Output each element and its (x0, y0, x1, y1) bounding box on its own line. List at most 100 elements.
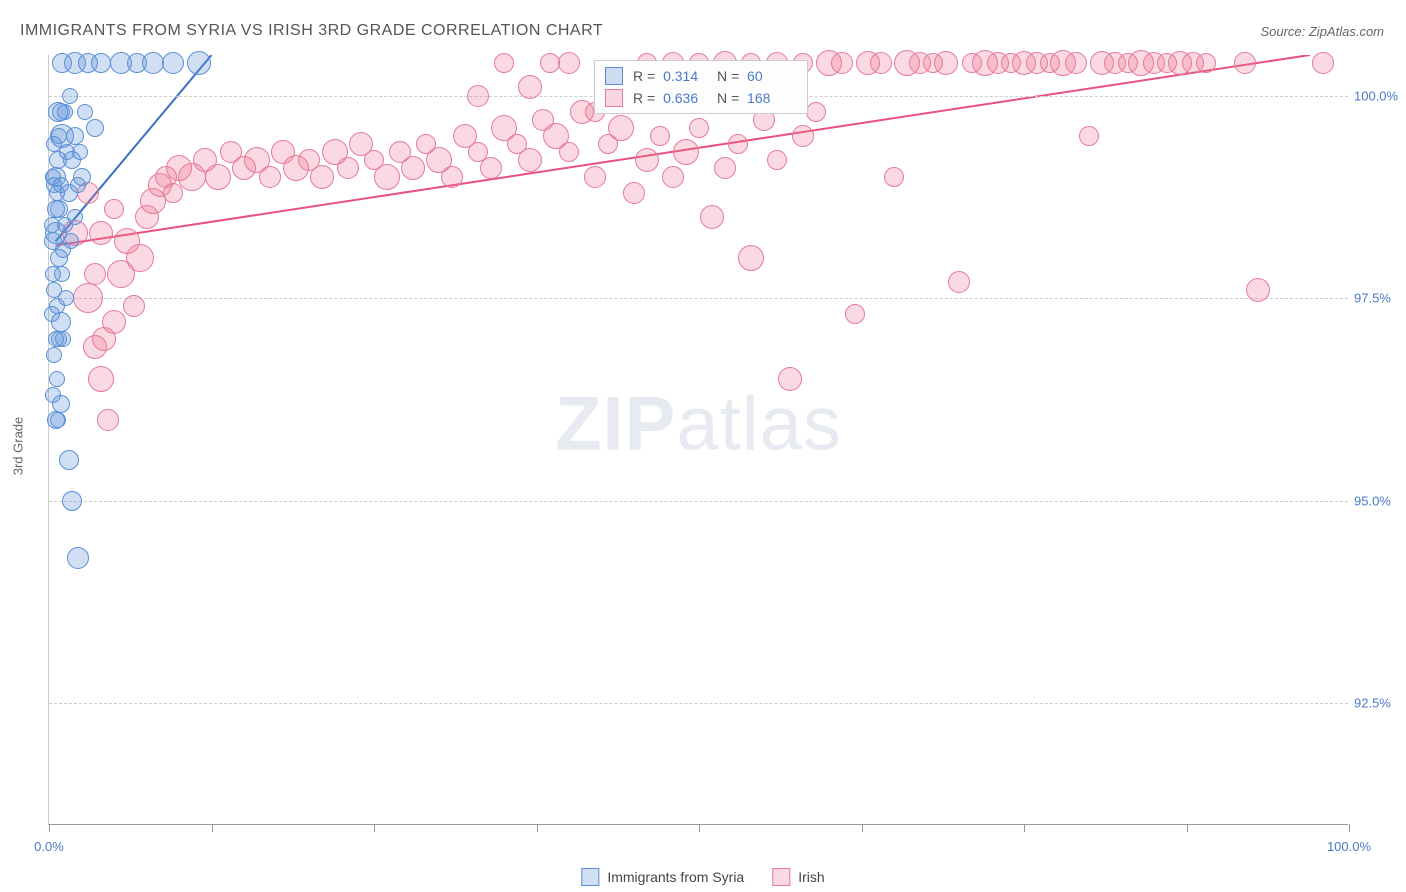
bubble-syria (77, 104, 93, 120)
bubble-irish (662, 166, 684, 188)
bubble-syria (46, 347, 62, 363)
bubble-irish (1312, 52, 1334, 74)
chart-source: Source: ZipAtlas.com (1260, 24, 1384, 39)
stats-n-label: N = (713, 68, 743, 84)
bubble-syria (44, 217, 60, 233)
bubble-irish (831, 52, 853, 74)
bubble-irish (792, 125, 814, 147)
bubble-irish (1079, 126, 1099, 146)
y-tick-label: 95.0% (1354, 493, 1402, 508)
stats-r-label: R = (633, 68, 659, 84)
x-tick (49, 824, 50, 832)
bubble-irish (1234, 52, 1256, 74)
watermark-atlas: atlas (676, 382, 842, 467)
watermark: ZIPatlas (555, 381, 842, 468)
bubble-irish (123, 295, 145, 317)
bubble-irish (518, 75, 542, 99)
bubble-syria (47, 200, 65, 218)
bubble-irish (337, 157, 359, 179)
bubble-irish (689, 118, 709, 138)
bubble-irish (767, 150, 787, 170)
bubble-irish (584, 166, 606, 188)
bubble-syria (162, 52, 184, 74)
bubble-syria (67, 547, 89, 569)
bubble-syria (59, 450, 79, 470)
bubble-syria (50, 412, 66, 428)
bubble-irish (870, 52, 892, 74)
stats-r-label-2: R = (633, 90, 659, 106)
x-tick-label: 0.0% (34, 839, 64, 854)
bubble-irish (73, 283, 103, 313)
bubble-irish (778, 367, 802, 391)
stats-r-syria: 0.314 (663, 68, 713, 84)
bubble-irish (948, 271, 970, 293)
bubble-irish (104, 199, 124, 219)
bubble-irish (441, 166, 463, 188)
bubble-irish (1065, 52, 1087, 74)
bubble-irish (163, 183, 183, 203)
watermark-zip: ZIP (555, 382, 676, 467)
bubble-syria (48, 331, 64, 347)
bubble-irish (845, 304, 865, 324)
x-tick (699, 824, 700, 832)
bubble-irish (738, 245, 764, 271)
legend-label-syria: Immigrants from Syria (607, 869, 744, 885)
bubble-syria (57, 104, 73, 120)
stats-swatch-irish (605, 89, 623, 107)
bubble-syria (54, 266, 70, 282)
legend-item-irish: Irish (772, 868, 824, 886)
bubble-irish (728, 134, 748, 154)
stats-n-irish: 168 (747, 90, 797, 106)
bubble-irish (608, 115, 634, 141)
x-tick (212, 824, 213, 832)
bubble-irish (259, 166, 281, 188)
bubble-syria (62, 88, 78, 104)
x-tick (537, 824, 538, 832)
gridline-h (49, 298, 1348, 299)
y-tick-label: 92.5% (1354, 696, 1402, 711)
bubble-irish (494, 53, 514, 73)
bottom-legend: Immigrants from Syria Irish (581, 868, 824, 886)
plot-area: ZIPatlas 100.0%97.5%95.0%92.5%0.0%100.0% (48, 55, 1348, 825)
bubble-irish (558, 52, 580, 74)
x-tick (374, 824, 375, 832)
bubble-irish (623, 182, 645, 204)
bubble-syria (45, 387, 61, 403)
bubble-irish (89, 221, 113, 245)
x-tick (1024, 824, 1025, 832)
x-tick (862, 824, 863, 832)
bubble-syria (58, 290, 74, 306)
bubble-irish (92, 327, 116, 351)
x-tick-label: 100.0% (1327, 839, 1371, 854)
bubble-irish (673, 139, 699, 165)
chart-container: IMMIGRANTS FROM SYRIA VS IRISH 3RD GRADE… (0, 0, 1406, 892)
legend-swatch-irish (772, 868, 790, 886)
bubble-irish (374, 164, 400, 190)
chart-title: IMMIGRANTS FROM SYRIA VS IRISH 3RD GRADE… (20, 22, 603, 40)
bubble-irish (401, 156, 425, 180)
bubble-syria (55, 242, 71, 258)
bubble-irish (88, 366, 114, 392)
bubble-syria (62, 491, 82, 511)
bubble-syria (66, 127, 84, 145)
stats-r-irish: 0.636 (663, 90, 713, 106)
stats-box: R = 0.314 N = 60 R = 0.636 N = 168 (594, 60, 808, 114)
stats-n-syria: 60 (747, 68, 797, 84)
bubble-irish (806, 102, 826, 122)
gridline-h (49, 703, 1348, 704)
bubble-irish (1246, 278, 1270, 302)
stats-swatch-syria (605, 67, 623, 85)
bubble-syria (51, 128, 67, 144)
bubble-syria (73, 168, 91, 186)
legend-swatch-syria (581, 868, 599, 886)
legend-item-syria: Immigrants from Syria (581, 868, 744, 886)
x-tick (1349, 824, 1350, 832)
bubble-irish (467, 85, 489, 107)
stats-row-syria: R = 0.314 N = 60 (595, 65, 807, 87)
bubble-irish (934, 51, 958, 75)
bubble-irish (650, 126, 670, 146)
bubble-syria (86, 119, 104, 137)
bubble-syria (44, 306, 60, 322)
bubble-syria (187, 51, 211, 75)
bubble-irish (205, 164, 231, 190)
